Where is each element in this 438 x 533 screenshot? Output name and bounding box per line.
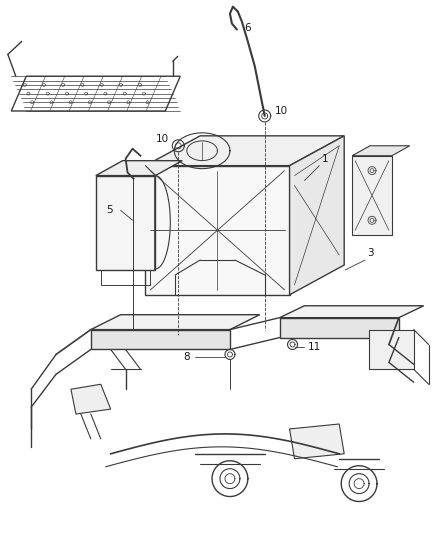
Polygon shape (352, 156, 392, 235)
Text: 1: 1 (321, 154, 328, 164)
Text: 5: 5 (106, 205, 113, 215)
Polygon shape (145, 136, 344, 166)
Polygon shape (279, 306, 424, 318)
Text: 10: 10 (155, 134, 169, 144)
Polygon shape (145, 166, 290, 295)
Polygon shape (369, 329, 414, 369)
Polygon shape (290, 424, 344, 459)
Polygon shape (352, 146, 410, 156)
Text: 3: 3 (367, 248, 374, 258)
Text: 11: 11 (307, 343, 321, 352)
Polygon shape (279, 318, 399, 337)
Polygon shape (96, 175, 155, 270)
Polygon shape (91, 314, 260, 329)
Text: 8: 8 (184, 352, 190, 362)
Polygon shape (96, 160, 182, 175)
Polygon shape (290, 136, 344, 295)
Text: 6: 6 (244, 23, 251, 34)
Polygon shape (71, 384, 111, 414)
Polygon shape (91, 329, 230, 350)
Text: 10: 10 (275, 106, 288, 116)
